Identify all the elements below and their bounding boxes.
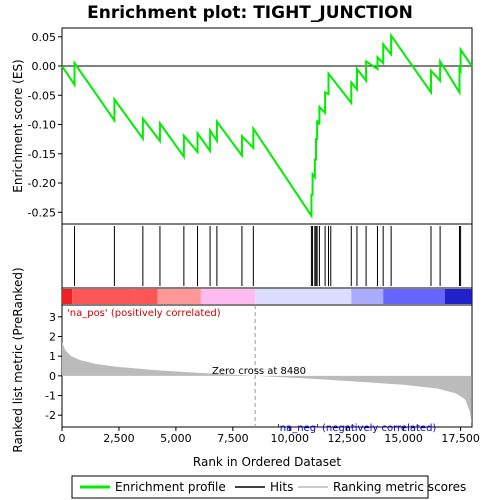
y-tick-label-top: -0.10 (28, 119, 56, 132)
y-tick-label-top: 0.05 (32, 31, 57, 44)
y-tick-label-top: -0.05 (28, 89, 56, 102)
axis-ticks: 0 2,500 5,000 7,500 10,000 12,500 15,000 17,500… (28, 31, 480, 445)
zero-cross-label: Zero cross at 8480 (212, 366, 306, 377)
y-tick-label-top: -0.25 (28, 206, 56, 219)
legend-es-label: Enrichment profile (115, 480, 226, 494)
band-segment (62, 289, 73, 304)
x-tick-label: 7,500 (217, 432, 249, 445)
rank-color-band (62, 289, 472, 304)
pos-correlated-label: 'na_pos' (positively correlated) (67, 308, 221, 319)
x-axis-label: Rank in Ordered Dataset (193, 455, 341, 469)
y-tick-label-bottom: 2 (49, 330, 56, 343)
y-tick-label-bottom: -1 (45, 390, 56, 403)
legend-hits-label: Hits (270, 480, 293, 494)
y-tick-label-top: 0.00 (32, 60, 57, 73)
legend: Enrichment profile Hits Ranking metric s… (71, 475, 466, 499)
y-tick-label-top: -0.15 (28, 148, 56, 161)
x-tick-label: 15,000 (384, 432, 423, 445)
x-tick-label: 12,500 (327, 432, 366, 445)
y-tick-label-bottom: 0 (49, 370, 56, 383)
band-segment (255, 289, 308, 304)
band-segment (200, 289, 256, 304)
y-axis-label-top: Enrichment score (ES) (11, 59, 25, 192)
es-curve (61, 32, 473, 220)
es-curve-line (61, 32, 473, 220)
x-tick-label: 0 (59, 432, 66, 445)
band-segment (157, 289, 201, 304)
chart-title: Enrichment plot: TIGHT_JUNCTION (87, 3, 413, 23)
y-tick-label-bottom: 3 (49, 311, 56, 324)
metric-panel (61, 304, 473, 428)
y-axis-label-bottom: Ranked list metric (PreRanked) (11, 267, 25, 452)
legend-metric-label: Ranking metric scores (333, 480, 466, 494)
hits-panel (61, 223, 473, 289)
x-tick-label: 17,500 (441, 432, 480, 445)
band-segment (72, 289, 135, 304)
band-segment (444, 289, 472, 304)
band-segment (351, 289, 384, 304)
x-tick-label: 10,000 (271, 432, 310, 445)
band-segment (383, 289, 445, 304)
hit-marks (74, 226, 462, 286)
y-tick-label-bottom: 1 (49, 350, 56, 363)
metric-area (62, 305, 472, 427)
band-segment (134, 289, 158, 304)
metric-area-fill (62, 342, 472, 424)
es-panel (61, 27, 473, 225)
x-tick-label: 2,500 (103, 432, 135, 445)
x-tick-label: 5,000 (160, 432, 192, 445)
band-segment (308, 289, 352, 304)
neg-correlated-label: 'na_neg' (negatively correlated) (277, 423, 436, 434)
y-tick-label-top: -0.20 (28, 177, 56, 190)
y-tick-label-bottom: -2 (45, 409, 56, 422)
